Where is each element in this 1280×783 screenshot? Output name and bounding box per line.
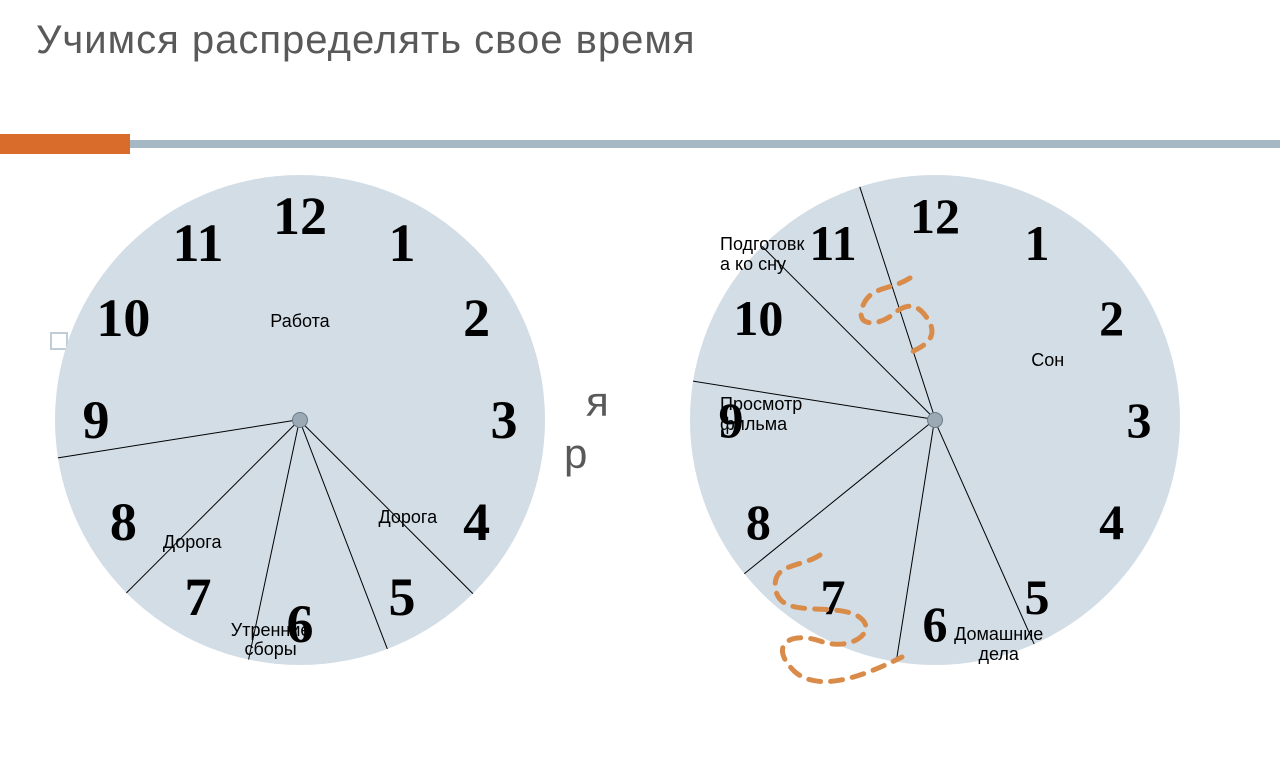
clock-number: 11 bbox=[809, 214, 856, 272]
clock-number: 4 bbox=[1099, 493, 1124, 551]
clock-sector-label: Домашние дела bbox=[954, 626, 1043, 666]
page-title: Учимся распределять свое время bbox=[0, 0, 1280, 63]
clock-number: 7 bbox=[821, 568, 846, 626]
clock-number: 8 bbox=[746, 493, 771, 551]
clock-sector-label: Дорога bbox=[163, 533, 222, 553]
clock-sector-label: Утренние сборы bbox=[231, 621, 311, 661]
clock-number: 11 bbox=[172, 212, 223, 274]
background-letter: р bbox=[564, 430, 587, 478]
clock-number: 8 bbox=[110, 491, 137, 553]
external-label: Просмотр фильма bbox=[720, 395, 802, 435]
accent-orange bbox=[0, 134, 130, 154]
background-letter: я bbox=[586, 378, 609, 426]
sector-line bbox=[744, 419, 935, 574]
clock-number: 12 bbox=[910, 187, 960, 245]
clock-center-dot bbox=[292, 412, 308, 428]
clock-number: 1 bbox=[389, 212, 416, 274]
clock-sector-label: Работа bbox=[270, 312, 329, 332]
clock-left: 121234567891011РаботаДорогаДорогаУтренни… bbox=[55, 175, 545, 665]
clock-number: 3 bbox=[491, 389, 518, 451]
clock-number: 6 bbox=[923, 595, 948, 653]
clock-sector-label: Дорога bbox=[378, 508, 437, 528]
clock-number: 12 bbox=[273, 185, 327, 247]
clock-number: 4 bbox=[463, 491, 490, 553]
clock-number: 3 bbox=[1127, 391, 1152, 449]
sector-line bbox=[934, 420, 1035, 644]
clock-number: 10 bbox=[733, 289, 783, 347]
clock-number: 9 bbox=[83, 389, 110, 451]
accent-blue bbox=[130, 140, 1280, 148]
sector-line bbox=[126, 419, 300, 593]
clock-center-dot bbox=[927, 412, 943, 428]
clock-number: 10 bbox=[96, 287, 150, 349]
title-underline bbox=[0, 140, 1280, 148]
clock-number: 1 bbox=[1025, 214, 1050, 272]
clock-sector-label: Сон bbox=[1031, 351, 1064, 371]
clock-number: 2 bbox=[463, 287, 490, 349]
clock-number: 2 bbox=[1099, 289, 1124, 347]
clock-number: 5 bbox=[1025, 568, 1050, 626]
external-label: Подготовк а ко сну bbox=[720, 235, 804, 275]
clock-number: 7 bbox=[185, 566, 212, 628]
clock-number: 5 bbox=[389, 566, 416, 628]
